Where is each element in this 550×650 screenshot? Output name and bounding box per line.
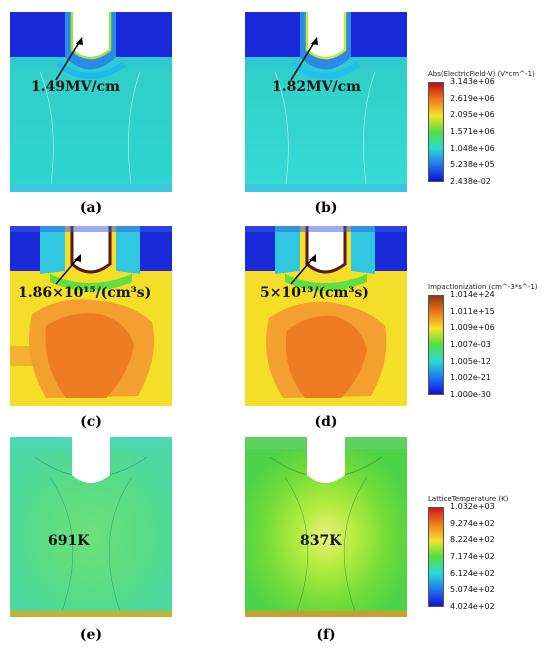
panel-c-label: (c) bbox=[80, 414, 102, 430]
legend-tick: 1.002e-21 bbox=[450, 373, 491, 383]
legend-tick: 1.014e+24 bbox=[450, 290, 495, 299]
legend-tick: 2.438e-02 bbox=[450, 176, 491, 186]
color-bar bbox=[428, 82, 444, 182]
panel-b-label: (b) bbox=[314, 200, 338, 216]
panel-e-label: (e) bbox=[79, 627, 103, 643]
arrow-icon bbox=[290, 254, 316, 285]
panel-c-annotation: 1.86×10¹⁵/(cm³s) bbox=[18, 285, 152, 301]
panel-a-electric-field bbox=[10, 12, 172, 192]
color-bar bbox=[428, 295, 444, 395]
panel-d-annotation: 5×10¹³/(cm³s) bbox=[260, 285, 369, 301]
panel-e-annotation: 691K bbox=[48, 533, 90, 549]
legend-lattice-temperature: LatticeTemperature (K) 1.032e+03 9.274e+… bbox=[428, 495, 546, 611]
legend-tick: 5.238e+05 bbox=[450, 160, 495, 170]
legend-tick: 4.024e+02 bbox=[450, 601, 495, 611]
arrow-icon bbox=[55, 254, 81, 285]
legend-tick: 3.143e+06 bbox=[450, 77, 495, 86]
panel-f-label: (f) bbox=[316, 627, 336, 643]
color-bar bbox=[428, 507, 444, 607]
legend-tick: 1.009e+06 bbox=[450, 323, 495, 333]
legend-title: Abs(ElectricField-V) (V*cm^-1) bbox=[428, 70, 535, 78]
panel-c-impact-ionization bbox=[10, 226, 172, 406]
panel-d-label: (d) bbox=[314, 414, 338, 430]
legend-tick: 1.005e-12 bbox=[450, 356, 491, 366]
legend-impact-ionization: ImpactIonization (cm^-3*s^-1) 1.014e+24 … bbox=[428, 283, 546, 399]
panel-a-annotation: 1.49MV/cm bbox=[31, 79, 120, 95]
legend-tick: 1.032e+03 bbox=[450, 502, 495, 511]
legend-tick: 2.095e+06 bbox=[450, 110, 495, 120]
panel-f-annotation: 837K bbox=[300, 533, 342, 549]
arrow-icon bbox=[290, 37, 318, 81]
arrow-icon bbox=[55, 37, 83, 81]
legend-title: LatticeTemperature (K) bbox=[428, 495, 509, 503]
panel-f-lattice-temperature bbox=[245, 437, 407, 617]
panel-b-electric-field bbox=[245, 12, 407, 192]
legend-electric-field: Abs(ElectricField-V) (V*cm^-1) 3.143e+06… bbox=[428, 70, 546, 186]
panel-b-annotation: 1.82MV/cm bbox=[272, 79, 361, 95]
legend-tick: 2.619e+06 bbox=[450, 93, 495, 103]
legend-tick: 5.074e+02 bbox=[450, 585, 495, 595]
legend-tick: 1.007e-03 bbox=[450, 339, 491, 349]
legend-tick: 1.011e+15 bbox=[450, 306, 495, 316]
legend-tick: 1.571e+06 bbox=[450, 126, 495, 136]
legend-tick: 1.000e-30 bbox=[450, 389, 491, 399]
legend-title: ImpactIonization (cm^-3*s^-1) bbox=[428, 283, 538, 291]
legend-tick: 1.048e+06 bbox=[450, 143, 495, 153]
legend-tick: 6.124e+02 bbox=[450, 568, 495, 578]
legend-tick: 7.174e+02 bbox=[450, 551, 495, 561]
legend-tick: 8.224e+02 bbox=[450, 535, 495, 545]
panel-e-lattice-temperature bbox=[10, 437, 172, 617]
panel-a-label: (a) bbox=[79, 200, 103, 216]
panel-d-impact-ionization bbox=[245, 226, 407, 406]
legend-tick: 9.274e+02 bbox=[450, 518, 495, 528]
